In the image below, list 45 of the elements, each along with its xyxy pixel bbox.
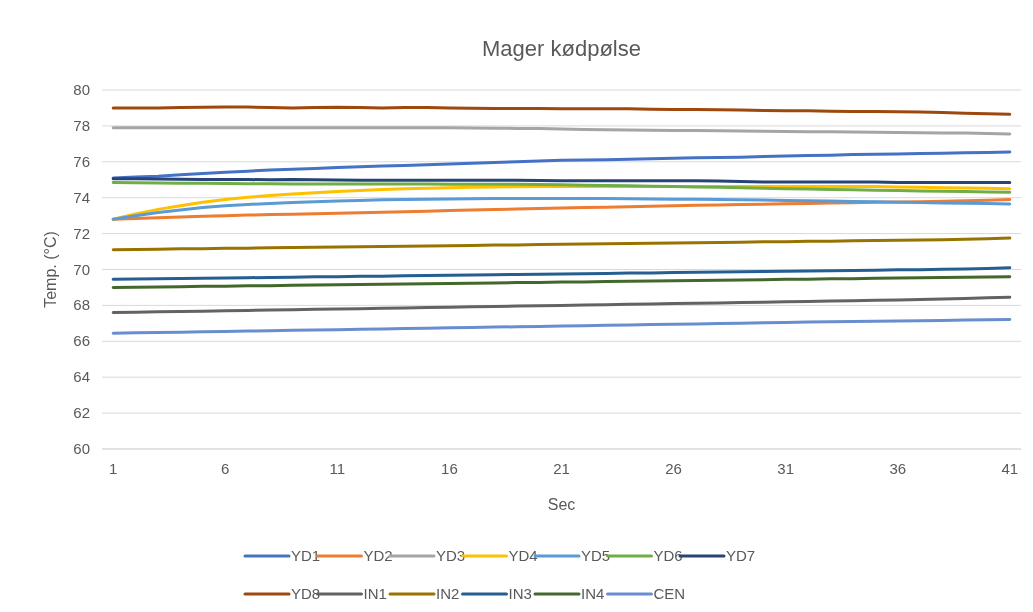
y-tick-label: 68 bbox=[73, 296, 90, 314]
line-series bbox=[111, 317, 1012, 335]
legend-label: IN2 bbox=[436, 585, 460, 602]
y-tick-label: 64 bbox=[73, 368, 90, 386]
x-tick-label: 21 bbox=[553, 460, 570, 477]
line-series bbox=[111, 126, 1012, 136]
legend-label: YD1 bbox=[291, 547, 321, 564]
y-tick-label: 70 bbox=[73, 260, 90, 278]
x-tick-label: 16 bbox=[441, 460, 458, 477]
y-tick-label: 62 bbox=[73, 404, 90, 422]
legend-label: YD8 bbox=[291, 585, 321, 602]
x-tick-label: 1 bbox=[109, 460, 118, 477]
line-series bbox=[111, 105, 1012, 116]
legend-label: YD7 bbox=[726, 547, 756, 564]
line-series bbox=[111, 266, 1012, 281]
y-axis-title: Temp. (°C) bbox=[42, 231, 59, 308]
y-tick-label: 66 bbox=[73, 332, 90, 350]
y-tick-label: 78 bbox=[73, 116, 90, 134]
legend-label: CEN bbox=[653, 585, 686, 602]
legend-label: IN1 bbox=[363, 585, 387, 602]
line-series bbox=[111, 275, 1012, 289]
x-tick-label: 36 bbox=[889, 460, 907, 477]
line-series bbox=[111, 236, 1012, 252]
legend-label: YD4 bbox=[508, 547, 538, 564]
line-series bbox=[111, 295, 1012, 315]
x-tick-label: 41 bbox=[1001, 460, 1019, 477]
line-series bbox=[111, 150, 1012, 180]
legend-label: IN4 bbox=[581, 585, 605, 602]
x-tick-label: 6 bbox=[221, 460, 230, 477]
x-tick-label: 11 bbox=[329, 460, 346, 477]
line-series bbox=[111, 180, 1012, 194]
y-tick-label: 80 bbox=[73, 81, 90, 98]
legend-label: IN3 bbox=[508, 585, 532, 602]
x-axis-title: Sec bbox=[547, 496, 576, 513]
y-tick-label: 76 bbox=[73, 152, 90, 170]
y-tick-label: 60 bbox=[73, 440, 90, 457]
y-tick-label: 74 bbox=[73, 188, 90, 206]
legend-label: YD6 bbox=[653, 547, 683, 564]
legend-label: YD5 bbox=[581, 547, 611, 564]
y-tick-label: 72 bbox=[73, 224, 90, 242]
x-tick-label: 26 bbox=[665, 460, 682, 477]
legend-label: YD2 bbox=[363, 547, 393, 564]
chart-title: Mager kødpølse bbox=[482, 36, 641, 61]
legend-label: YD3 bbox=[436, 547, 466, 564]
x-tick-label: 31 bbox=[777, 460, 794, 477]
